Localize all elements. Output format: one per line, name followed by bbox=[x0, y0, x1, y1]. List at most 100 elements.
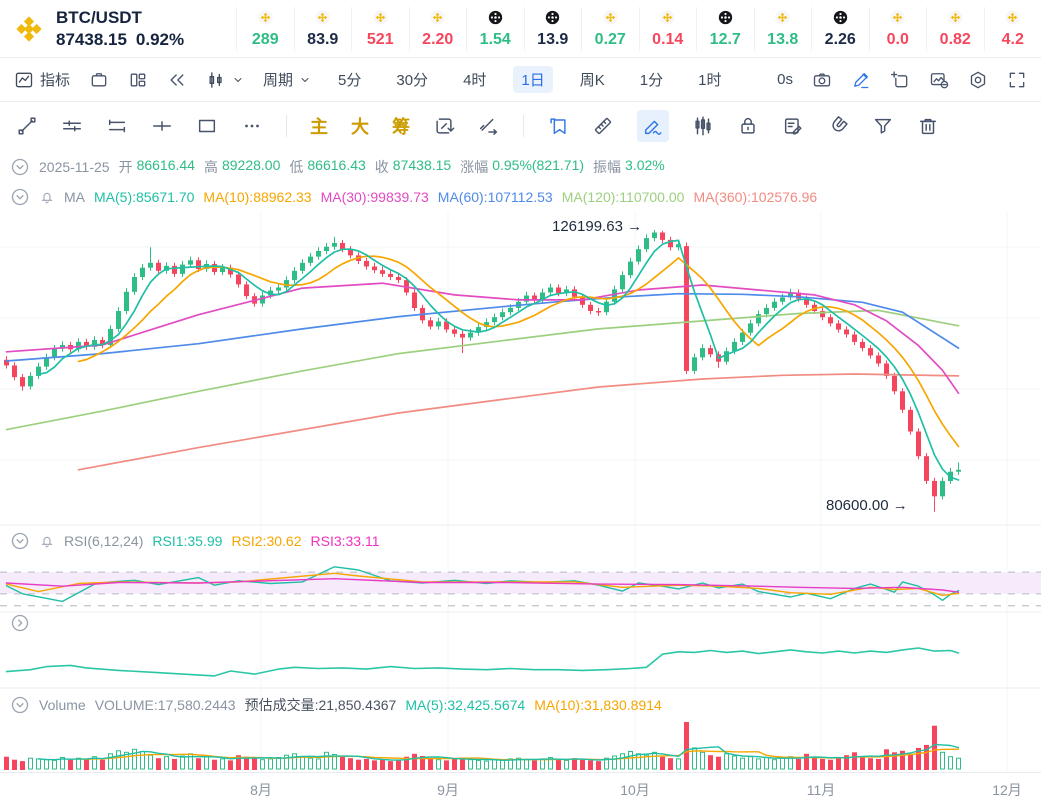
cycle-edit-icon[interactable] bbox=[433, 115, 455, 137]
trash-icon[interactable] bbox=[917, 115, 939, 137]
time-axis[interactable]: 8月 9月 10月 11月 12月 bbox=[0, 772, 1041, 805]
expand-chevron-right-icon[interactable] bbox=[10, 613, 30, 633]
big-data-layer-button[interactable]: 大 bbox=[351, 117, 369, 137]
interval-1w[interactable]: 周K bbox=[579, 72, 605, 89]
parallel-channel-tool-icon[interactable] bbox=[106, 115, 128, 137]
horizontal-line-tool-icon[interactable] bbox=[61, 115, 83, 137]
interval-1h[interactable]: 1时 bbox=[698, 72, 722, 89]
drawing-toolbar: 主 大 筹 bbox=[0, 102, 1041, 150]
rsi1-value: RSI1:35.99 bbox=[152, 533, 223, 549]
collapse-chevron-icon[interactable] bbox=[10, 187, 30, 207]
binance-coin-icon bbox=[603, 9, 618, 30]
interval-1min[interactable]: 1分 bbox=[639, 72, 664, 89]
replay-speed-button[interactable]: 0s bbox=[777, 71, 793, 88]
compare-arrows-icon[interactable] bbox=[478, 115, 500, 137]
volume-value: VOLUME:17,580.2443 bbox=[94, 697, 236, 713]
main-toolbar: 指标 周期 5分 30分 4时 1日 周K 1分 1时 0s bbox=[0, 58, 1041, 102]
interval-4h[interactable]: 4时 bbox=[463, 72, 487, 89]
ticker-item[interactable]: 0.27 bbox=[581, 6, 639, 51]
ticker-value: 0.82 bbox=[939, 30, 971, 48]
ticker-item[interactable]: 0.0 bbox=[868, 6, 927, 51]
ruler-icon[interactable] bbox=[592, 115, 614, 137]
rsi3-value: RSI3:33.11 bbox=[310, 533, 380, 549]
rsi-lines bbox=[5, 566, 960, 603]
edit-pencil-icon[interactable] bbox=[851, 70, 871, 90]
ticker-item[interactable]: 289 bbox=[236, 6, 294, 51]
indicator-button[interactable]: 指标 bbox=[14, 69, 70, 90]
chip-layer-button[interactable]: 筹 bbox=[392, 117, 410, 137]
ticker-value: 289 bbox=[251, 30, 279, 48]
month-label: 12月 bbox=[992, 782, 1022, 798]
month-label: 9月 bbox=[437, 782, 459, 798]
collapse-chevron-icon[interactable] bbox=[10, 695, 30, 715]
screenshot-badge-icon[interactable] bbox=[929, 70, 949, 90]
lock-icon[interactable] bbox=[737, 115, 759, 137]
period-dropdown[interactable]: 周期 bbox=[263, 69, 311, 90]
rectangle-tool-icon[interactable] bbox=[196, 115, 218, 137]
interval-1d-selected[interactable]: 1日 bbox=[513, 66, 553, 93]
filter-funnel-icon[interactable] bbox=[872, 115, 894, 137]
ma60-value: MA(60):107112.53 bbox=[437, 189, 553, 205]
ticker-item[interactable]: 4.2 bbox=[983, 6, 1041, 51]
candles-tool-icon[interactable] bbox=[692, 115, 714, 137]
ticker-item[interactable]: 0.14 bbox=[638, 6, 697, 51]
ticker-item[interactable]: 2.20 bbox=[408, 6, 467, 51]
collapse-chevron-icon[interactable] bbox=[10, 531, 30, 551]
month-label: 10月 bbox=[620, 782, 650, 798]
settings-gear-icon[interactable] bbox=[968, 70, 988, 90]
symbol-block[interactable]: BTC/USDT 87438.15 0.92% bbox=[0, 7, 236, 50]
chart-area[interactable]: 2025-11-25 开 86616.44 高 89228.00 低 86616.43… bbox=[0, 150, 1041, 805]
cross-line-tool-icon[interactable] bbox=[151, 115, 173, 137]
magnet-icon[interactable] bbox=[827, 115, 849, 137]
ticker-item[interactable]: 13.8 bbox=[753, 6, 812, 51]
toolbar-divider bbox=[286, 115, 287, 137]
layout-icon[interactable] bbox=[128, 70, 148, 90]
main-chart-layer-button[interactable]: 主 bbox=[310, 117, 328, 137]
ticker-item[interactable]: 13.9 bbox=[523, 6, 582, 51]
ticker-value: 1.54 bbox=[479, 30, 511, 48]
orders-icon[interactable] bbox=[89, 70, 109, 90]
binance-coin-icon bbox=[890, 9, 905, 30]
chevron-down-icon bbox=[301, 77, 309, 82]
add-window-icon[interactable] bbox=[890, 70, 910, 90]
alert-bell-icon[interactable] bbox=[39, 189, 55, 205]
ma120-value: MA(120):110700.00 bbox=[561, 189, 685, 205]
interval-5m[interactable]: 5分 bbox=[338, 72, 362, 89]
trend-line-tool-icon[interactable] bbox=[16, 115, 38, 137]
ticker-item[interactable]: 83.9 bbox=[293, 6, 352, 51]
chart-canvas[interactable] bbox=[0, 150, 1041, 805]
price-chart-svg[interactable] bbox=[0, 150, 1041, 805]
token-wheel-icon bbox=[718, 10, 733, 30]
close-value: 87438.15 bbox=[392, 157, 452, 173]
more-tools-icon[interactable] bbox=[241, 115, 263, 137]
period-label: 周期 bbox=[263, 72, 294, 89]
chevron-down-icon bbox=[234, 77, 242, 82]
candle-style-icon bbox=[209, 71, 222, 88]
rsi-legend: RSI(6,12,24) RSI1:35.99 RSI2:30.62 RSI3:… bbox=[10, 531, 380, 551]
bookmark-icon[interactable] bbox=[547, 115, 569, 137]
alert-bell-icon[interactable] bbox=[39, 533, 55, 549]
ticker-item[interactable]: 0.82 bbox=[926, 6, 984, 51]
collapsed-pane-header bbox=[10, 613, 30, 633]
draw-mode-button-selected[interactable] bbox=[637, 110, 669, 142]
ticker-item[interactable]: 1.54 bbox=[466, 6, 524, 51]
ma5-value: MA(5):85671.70 bbox=[94, 189, 195, 205]
camera-icon[interactable] bbox=[812, 70, 832, 90]
notes-edit-icon[interactable] bbox=[782, 115, 804, 137]
collapse-chevron-icon[interactable] bbox=[10, 157, 30, 177]
chart-style-button[interactable] bbox=[206, 70, 244, 90]
ticker-item[interactable]: 521 bbox=[351, 6, 409, 51]
ticker-value: 12.7 bbox=[709, 30, 741, 48]
rewind-icon[interactable] bbox=[167, 70, 187, 90]
ticker-item[interactable]: 12.7 bbox=[696, 6, 754, 51]
ma-legend: MA MA(5):85671.70 MA(10):88962.33 MA(30)… bbox=[10, 187, 817, 207]
fullscreen-icon[interactable] bbox=[1007, 70, 1027, 90]
low-value: 86616.43 bbox=[307, 157, 366, 173]
month-label: 8月 bbox=[250, 782, 272, 798]
binance-coin-icon bbox=[258, 9, 273, 30]
ticker-item[interactable]: 2.26 bbox=[811, 6, 869, 51]
ma-lines bbox=[5, 239, 960, 481]
interval-30m[interactable]: 30分 bbox=[396, 72, 429, 89]
indicator-chart-icon bbox=[15, 72, 33, 87]
